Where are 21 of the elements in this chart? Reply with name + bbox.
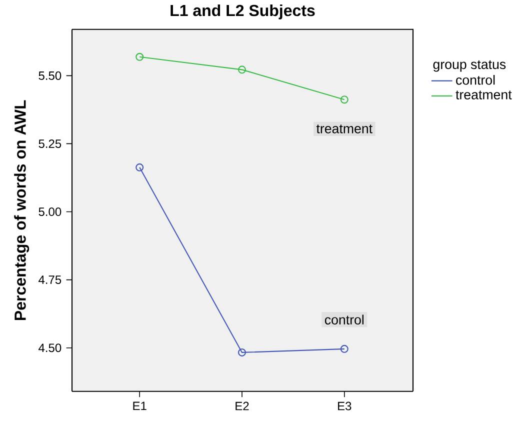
point	[136, 52, 144, 61]
annotation: treatment	[316, 124, 372, 134]
chart-title: L1 and L2 Subjects	[170, 4, 315, 20]
y-tick-label: 5.50	[38, 71, 62, 80]
y-tick-label: 5.25	[38, 139, 62, 148]
annotation: control	[324, 314, 364, 324]
point	[238, 348, 246, 356]
point	[340, 95, 348, 104]
point	[238, 65, 246, 74]
y-tick-label: 4.75	[38, 275, 62, 284]
x-tick-label: E1	[133, 402, 146, 410]
legend-title: group status	[433, 60, 506, 72]
y-tick-label: 4.50	[38, 343, 62, 352]
x-tick-label: E3	[338, 402, 352, 410]
y-axis-title: Percentage of words on AWL	[14, 100, 30, 320]
point	[136, 163, 144, 172]
y-tick-label: 5.00	[38, 207, 62, 216]
point	[340, 344, 348, 353]
x-tick-label: E2	[236, 402, 249, 410]
legend-label: control	[456, 74, 495, 85]
legend-label: treatment	[456, 90, 512, 100]
